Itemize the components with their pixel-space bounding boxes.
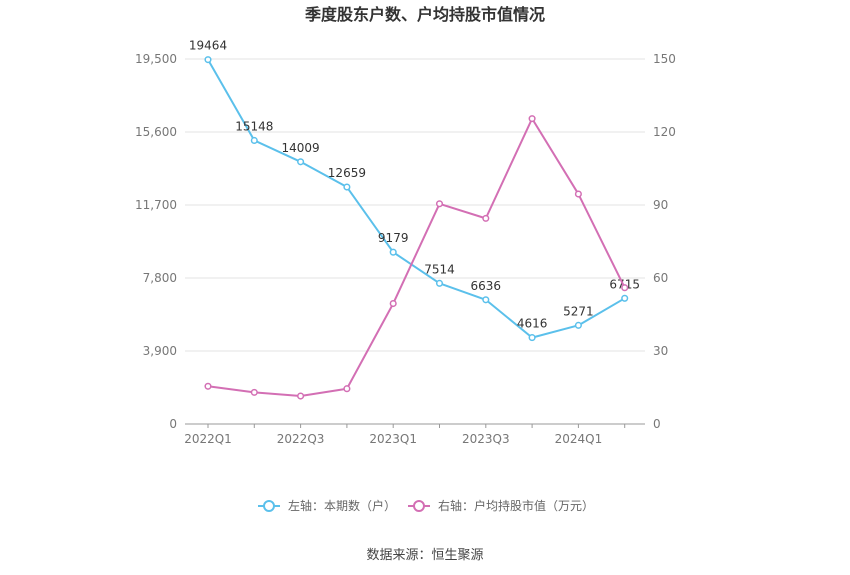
data-label: 4616 [517, 317, 548, 331]
series-layer: 19464 15148 14009 12659 9179 7514 6636 4616 5271… [189, 39, 640, 400]
data-point[interactable] [250, 388, 258, 396]
data-point[interactable] [574, 321, 582, 329]
y-right-tick-label: 120 [653, 125, 676, 139]
data-point[interactable] [204, 382, 212, 390]
y-right-tick-label: 0 [653, 417, 661, 431]
x-tick-label: 2022Q1 [184, 432, 232, 446]
data-point[interactable] [297, 392, 305, 400]
y-left-tick-label: 15,600 [135, 125, 177, 139]
data-point[interactable] [482, 214, 490, 222]
x-tick-label: 2024Q1 [555, 432, 603, 446]
data-point[interactable] [343, 183, 351, 191]
y-right-tick-label: 30 [653, 344, 668, 358]
data-label: 5271 [563, 304, 594, 318]
y-left-tick-label: 0 [169, 417, 177, 431]
legend-marker [263, 500, 275, 512]
data-point[interactable] [621, 284, 629, 292]
legend-marker [413, 500, 425, 512]
y-right-tick-label: 90 [653, 198, 668, 212]
data-point[interactable] [204, 56, 212, 64]
x-tick-label: 2023Q3 [462, 432, 510, 446]
data-point[interactable] [621, 294, 629, 302]
data-label: 9179 [378, 231, 409, 245]
y-left-tick-label: 19,500 [135, 52, 177, 66]
x-tick-label: 2022Q3 [277, 432, 325, 446]
grid-lines [185, 58, 645, 425]
y-left-tick-label: 11,700 [135, 198, 177, 212]
data-label: 6636 [471, 279, 502, 293]
data-label: 12659 [328, 166, 366, 180]
data-label: 7514 [424, 262, 455, 276]
series-line-2 [207, 117, 626, 398]
y-left-tick-label: 7,800 [143, 271, 177, 285]
x-tick-label: 2023Q1 [369, 432, 417, 446]
legend[interactable]: 左轴：本期数（户） 右轴：户均持股市值（万元） [258, 498, 594, 513]
legend-label[interactable]: 左轴：本期数（户） [288, 498, 396, 513]
y-right-axis: 0 30 60 90 120 150 [653, 52, 676, 431]
y-right-tick-label: 150 [653, 52, 676, 66]
data-point[interactable] [528, 334, 536, 342]
data-point[interactable] [435, 279, 444, 287]
y-left-tick-label: 3,900 [143, 344, 177, 358]
data-label: 19464 [189, 39, 227, 53]
data-point[interactable] [389, 300, 397, 308]
data-point[interactable] [482, 296, 490, 304]
data-point[interactable] [435, 200, 444, 208]
y-left-axis: 0 3,900 7,800 11,700 15,600 19,500 [135, 52, 177, 431]
chart-title: 季度股东户数、户均持股市值情况 [304, 5, 545, 24]
data-point[interactable] [250, 136, 258, 145]
data-point[interactable] [574, 190, 582, 198]
y-right-tick-label: 60 [653, 271, 668, 285]
data-point[interactable] [389, 248, 397, 256]
source-text: 数据来源：恒生聚源 [366, 548, 483, 563]
data-label: 14009 [282, 141, 320, 155]
series-line-1 [207, 59, 626, 339]
legend-label[interactable]: 右轴：户均持股市值（万元） [438, 498, 594, 513]
data-point[interactable] [528, 115, 536, 123]
data-point[interactable] [297, 158, 305, 166]
data-label: 15148 [235, 119, 273, 133]
data-point[interactable] [343, 385, 351, 393]
x-axis: 2022Q1 2022Q3 2023Q1 2023Q3 2024Q1 [184, 424, 626, 446]
